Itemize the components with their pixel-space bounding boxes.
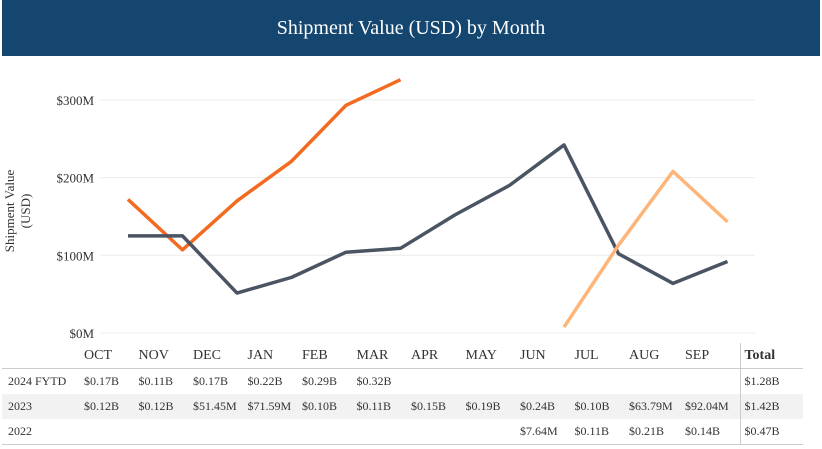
table-cell: $51.45M <box>193 394 248 419</box>
row-header-blank <box>2 343 84 369</box>
table-cell <box>465 368 520 394</box>
y-tick-label: $0M <box>69 326 94 341</box>
series-line-2024-fytd <box>126 78 402 252</box>
table-cell: $0.14B <box>685 419 740 445</box>
y-tick-label: $300M <box>56 93 94 108</box>
row-label: 2022 <box>2 419 84 445</box>
x-tick-label: NOV <box>138 347 169 363</box>
table-cell <box>465 419 520 445</box>
x-tick-label: DEC <box>193 347 221 363</box>
table-cell: $0.12B <box>138 394 193 419</box>
table-cell: $0.21B <box>629 419 685 445</box>
x-tick-label: FEB <box>302 347 328 363</box>
x-tick-label: OCT <box>84 347 112 363</box>
row-total: $0.47B <box>739 419 803 445</box>
row-label: 2024 FYTD <box>2 368 84 394</box>
table-cell: $0.12B <box>84 394 139 419</box>
series-line-2023 <box>128 143 729 295</box>
table-cell: $0.11B <box>138 368 193 394</box>
series-line-2022 <box>562 169 729 329</box>
table-cell: $0.17B <box>193 368 248 394</box>
table-cell <box>193 419 248 445</box>
table-cell <box>411 419 466 445</box>
table-cell <box>629 368 685 394</box>
row-total: $1.42B <box>739 394 803 419</box>
table-cell: $0.11B <box>574 419 629 445</box>
table-row: 2022 $7.64M $0.11B $0.21B $0.14B $0.47B <box>2 419 803 445</box>
table-cell: $0.24B <box>520 394 575 419</box>
y-tick-label: $200M <box>56 171 94 186</box>
x-tick-label: APR <box>411 347 439 363</box>
x-tick-label: SEP <box>685 347 710 363</box>
table-cell <box>138 419 193 445</box>
table-cell <box>520 368 575 394</box>
table-cell <box>574 368 629 394</box>
table-cell: $0.19B <box>465 394 520 419</box>
data-table: OCT NOV DEC JAN FEB MAR APR MAY JUN JUL AUG SEP Tota… <box>2 343 803 445</box>
line-chart: $0M $100M $200M $300M <box>56 78 755 341</box>
x-tick-label: JUN <box>520 347 546 363</box>
chart-title: Shipment Value (USD) by Month <box>2 0 820 56</box>
table-cell: $0.17B <box>84 368 139 394</box>
table-cell <box>411 368 466 394</box>
x-tick-label: AUG <box>629 347 660 363</box>
table-cell: $92.04M <box>685 394 740 419</box>
table-cell: $0.11B <box>356 394 411 419</box>
x-tick-label: MAR <box>356 347 389 363</box>
table-cell <box>356 419 411 445</box>
y-axis-label: Shipment Value (USD) <box>2 169 33 253</box>
row-label: 2023 <box>2 394 84 419</box>
x-tick-label: MAY <box>465 347 497 363</box>
table-cell <box>84 419 139 445</box>
table-row: 2024 FYTD $0.17B $0.11B $0.17B $0.22B $0.29B $… <box>2 368 803 394</box>
table-cell: $0.15B <box>411 394 466 419</box>
row-total: $1.28B <box>739 368 803 394</box>
y-tick-label: $100M <box>56 248 94 263</box>
total-header: Total <box>739 343 803 369</box>
x-tick-label: JUL <box>574 347 599 363</box>
table-cell: $0.29B <box>302 368 357 394</box>
table-cell: $0.22B <box>247 368 302 394</box>
table-cell: $0.32B <box>356 368 411 394</box>
table-cell <box>685 368 740 394</box>
table-cell: $0.10B <box>574 394 629 419</box>
table-cell: $7.64M <box>520 419 575 445</box>
table-cell: $63.79M <box>629 394 685 419</box>
table-cell: $0.10B <box>302 394 357 419</box>
table-cell: $71.59M <box>247 394 302 419</box>
table-cell <box>302 419 357 445</box>
table-row: 2023 $0.12B $0.12B $51.45M $71.59M $0.10B $0.1… <box>2 394 803 419</box>
x-tick-label: JAN <box>247 347 274 363</box>
table-cell <box>247 419 302 445</box>
